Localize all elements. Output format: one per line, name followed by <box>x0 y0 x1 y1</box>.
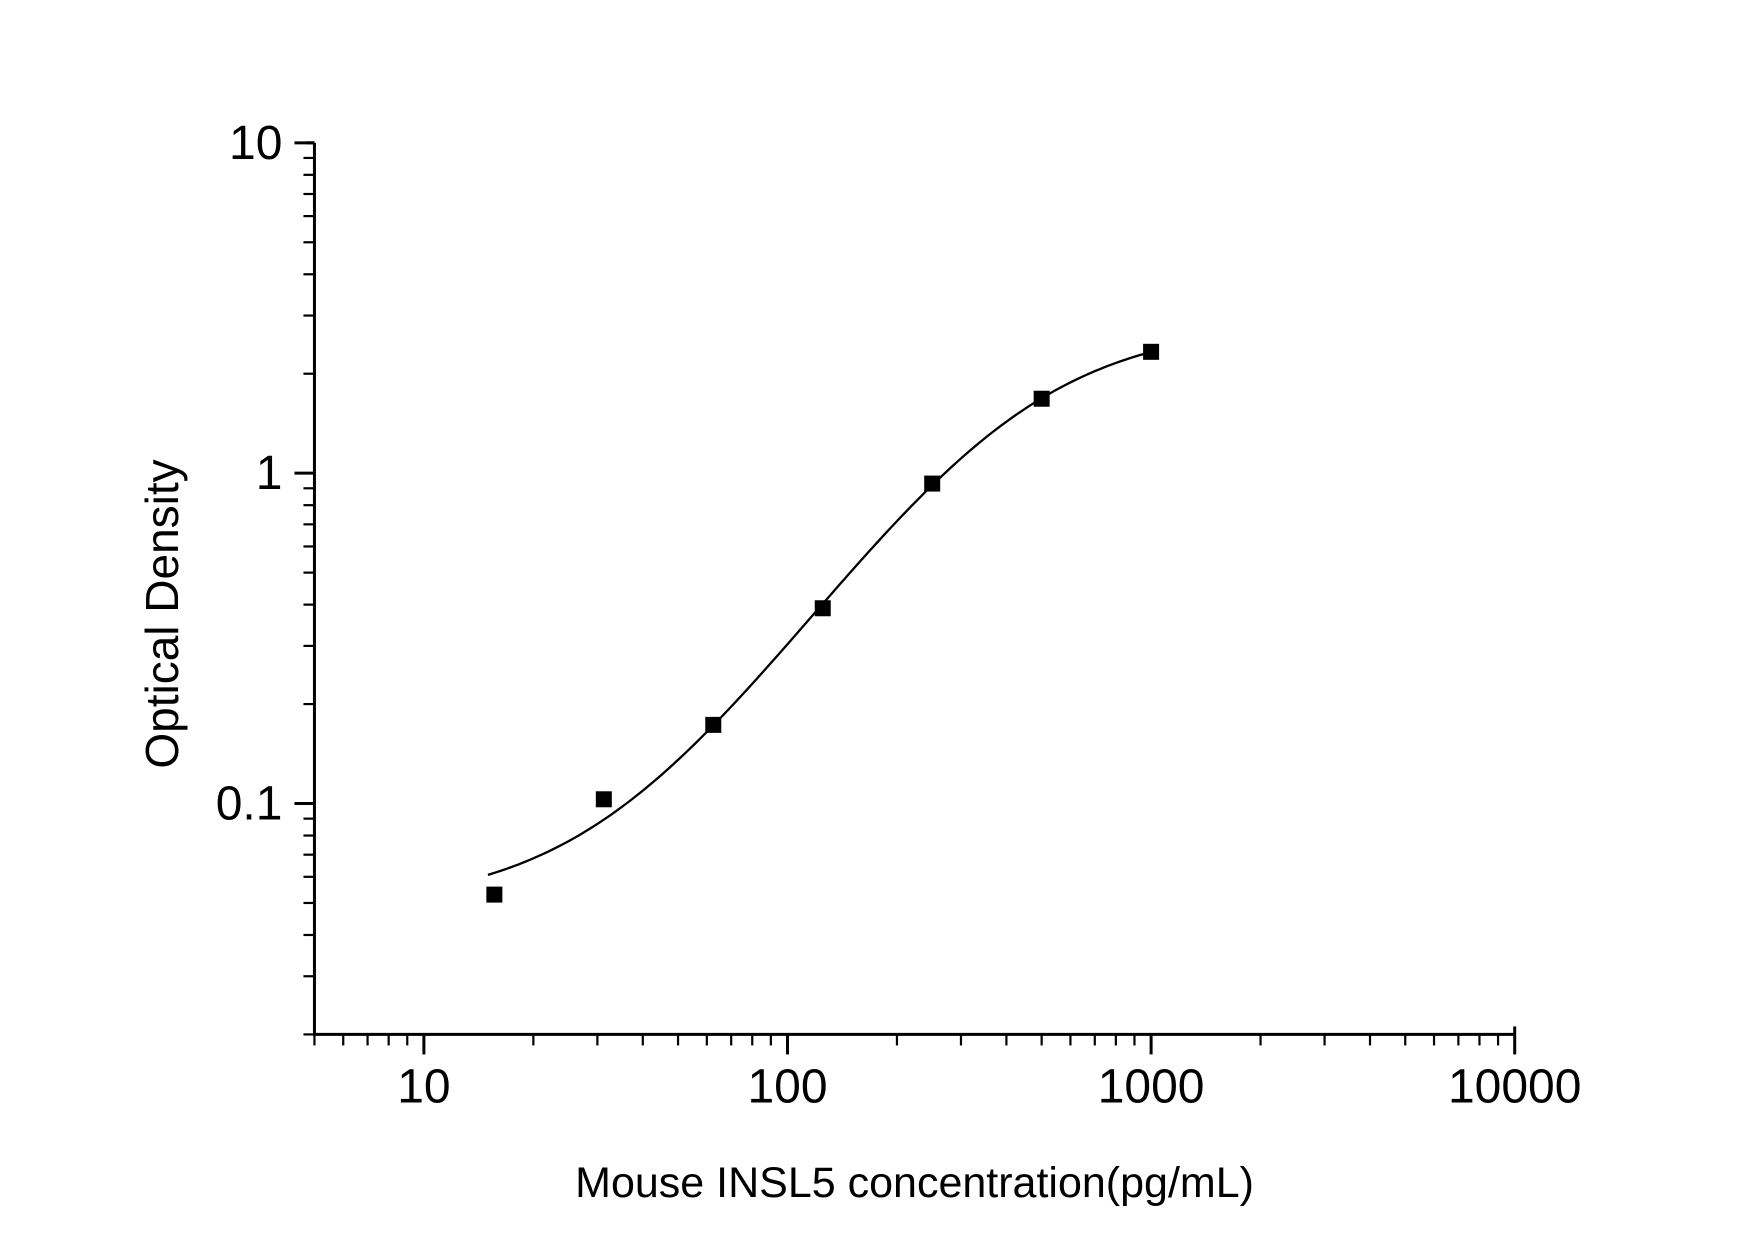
svg-text:Optical Density: Optical Density <box>136 459 188 768</box>
svg-text:10000: 10000 <box>1448 1060 1581 1113</box>
svg-text:0.1: 0.1 <box>216 778 283 831</box>
svg-text:1000: 1000 <box>1098 1060 1205 1113</box>
svg-text:100: 100 <box>747 1060 827 1113</box>
svg-text:10: 10 <box>229 117 282 170</box>
svg-text:1: 1 <box>256 447 283 500</box>
svg-text:10: 10 <box>397 1060 450 1113</box>
svg-text:Mouse INSL5 concentration(pg/m: Mouse INSL5 concentration(pg/mL) <box>575 1159 1254 1207</box>
